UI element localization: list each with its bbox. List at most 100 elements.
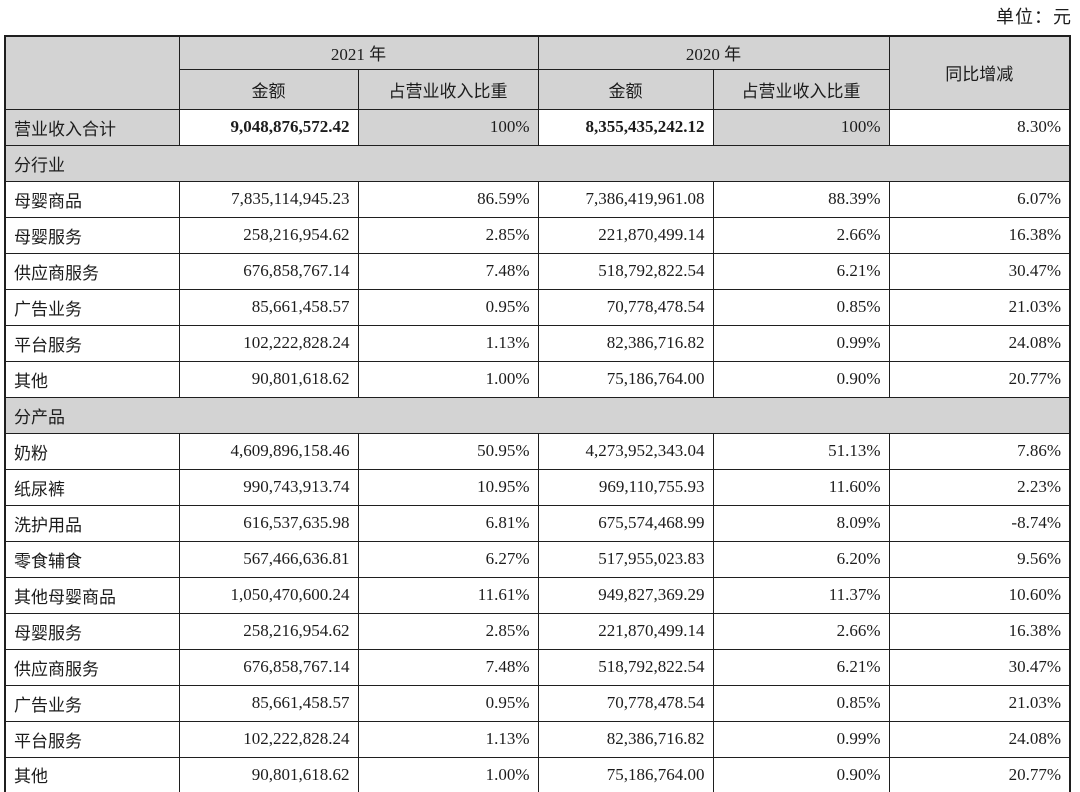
table-header: 2021 年 2020 年 同比增减 金额 占营业收入比重 金额 占营业收入比重 bbox=[4, 35, 1071, 110]
section-row: 分行业 bbox=[4, 144, 1071, 182]
row-label-cell: 奶粉 bbox=[4, 432, 180, 470]
table-row: 平台服务 102,222,828.24 1.13% 82,386,716.82 0.99… bbox=[4, 324, 1071, 362]
amount-2020-cell: 518,792,822.54 bbox=[537, 252, 714, 290]
unit-label: 单位：元 bbox=[996, 7, 1072, 27]
yoy-cell: 20.77% bbox=[888, 360, 1071, 398]
table-row: 纸尿裤 990,743,913.74 10.95% 969,110,755.93 11.… bbox=[4, 468, 1071, 506]
share-2020-cell: 11.60% bbox=[712, 468, 890, 506]
amount-2021-cell: 4,609,896,158.46 bbox=[178, 432, 359, 470]
header-amount-2021: 金额 bbox=[178, 68, 359, 110]
table-row: 广告业务 85,661,458.57 0.95% 70,778,478.54 0.85%… bbox=[4, 684, 1071, 722]
amount-2020-cell: 949,827,369.29 bbox=[537, 576, 714, 614]
share-2021-cell: 86.59% bbox=[357, 180, 539, 218]
yoy-cell: 7.86% bbox=[888, 432, 1071, 470]
revenue-breakdown-table: 2021 年 2020 年 同比增减 金额 占营业收入比重 金额 占营业收入比重… bbox=[4, 35, 1071, 792]
amount-2020-cell: 675,574,468.99 bbox=[537, 504, 714, 542]
share-2020-cell: 6.21% bbox=[712, 648, 890, 686]
row-label-cell: 其他 bbox=[4, 360, 180, 398]
header-row-years: 2021 年 2020 年 同比增减 bbox=[4, 35, 1071, 110]
row-label-cell: 供应商服务 bbox=[4, 252, 180, 290]
row-label-cell: 平台服务 bbox=[4, 720, 180, 758]
row-label-cell: 母婴服务 bbox=[4, 216, 180, 254]
share-2021-cell: 1.00% bbox=[357, 360, 539, 398]
amount-2020-cell: 4,273,952,343.04 bbox=[537, 432, 714, 470]
share-2021-cell: 2.85% bbox=[357, 612, 539, 650]
share-2020-cell: 0.90% bbox=[712, 756, 890, 792]
amount-2020-cell: 969,110,755.93 bbox=[537, 468, 714, 506]
yoy-cell: 16.38% bbox=[888, 216, 1071, 254]
amount-2020-cell: 70,778,478.54 bbox=[537, 684, 714, 722]
share-2020-cell: 11.37% bbox=[712, 576, 890, 614]
header-amount-2020: 金额 bbox=[537, 68, 714, 110]
yoy-cell: 9.56% bbox=[888, 540, 1071, 578]
share-2020-cell: 0.99% bbox=[712, 720, 890, 758]
amount-2020-cell: 518,792,822.54 bbox=[537, 648, 714, 686]
amount-2021-cell: 85,661,458.57 bbox=[178, 684, 359, 722]
share-2021-cell: 100% bbox=[357, 108, 539, 146]
amount-2021-cell: 616,537,635.98 bbox=[178, 504, 359, 542]
share-2021-cell: 50.95% bbox=[357, 432, 539, 470]
amount-2021-cell: 1,050,470,600.24 bbox=[178, 576, 359, 614]
row-label-cell: 平台服务 bbox=[4, 324, 180, 362]
amount-2021-cell: 676,858,767.14 bbox=[178, 648, 359, 686]
table-row: 洗护用品 616,537,635.98 6.81% 675,574,468.99 8.0… bbox=[4, 504, 1071, 542]
share-2021-cell: 6.27% bbox=[357, 540, 539, 578]
section-label: 分产品 bbox=[4, 396, 1071, 434]
amount-2020-cell: 517,955,023.83 bbox=[537, 540, 714, 578]
table-row: 供应商服务 676,858,767.14 7.48% 518,792,822.54 6.… bbox=[4, 648, 1071, 686]
share-2021-cell: 10.95% bbox=[357, 468, 539, 506]
amount-2021-cell: 90,801,618.62 bbox=[178, 360, 359, 398]
share-2021-cell: 1.13% bbox=[357, 324, 539, 362]
table-row: 其他 90,801,618.62 1.00% 75,186,764.00 0.90% 20… bbox=[4, 360, 1071, 398]
section-row: 分产品 bbox=[4, 396, 1071, 434]
table-row: 平台服务 102,222,828.24 1.13% 82,386,716.82 0.99… bbox=[4, 720, 1071, 758]
share-2020-cell: 6.21% bbox=[712, 252, 890, 290]
yoy-cell: 21.03% bbox=[888, 288, 1071, 326]
table-row: 供应商服务 676,858,767.14 7.48% 518,792,822.54 6.… bbox=[4, 252, 1071, 290]
share-2021-cell: 6.81% bbox=[357, 504, 539, 542]
header-yoy: 同比增减 bbox=[888, 35, 1071, 110]
row-label-cell: 其他 bbox=[4, 756, 180, 792]
yoy-cell: -8.74% bbox=[888, 504, 1071, 542]
share-2020-cell: 0.85% bbox=[712, 288, 890, 326]
row-label-cell: 母婴商品 bbox=[4, 180, 180, 218]
amount-2021-cell: 90,801,618.62 bbox=[178, 756, 359, 792]
amount-2020-cell: 82,386,716.82 bbox=[537, 720, 714, 758]
table-body: 营业收入合计 9,048,876,572.42 100% 8,355,435,242.… bbox=[4, 108, 1071, 792]
header-blank-cell bbox=[4, 35, 180, 110]
yoy-cell: 24.08% bbox=[888, 720, 1071, 758]
row-label-cell: 供应商服务 bbox=[4, 648, 180, 686]
yoy-cell: 10.60% bbox=[888, 576, 1071, 614]
table-row: 母婴服务 258,216,954.62 2.85% 221,870,499.14 2.6… bbox=[4, 612, 1071, 650]
row-label-cell: 广告业务 bbox=[4, 288, 180, 326]
share-2020-cell: 2.66% bbox=[712, 612, 890, 650]
amount-2021-cell: 567,466,636.81 bbox=[178, 540, 359, 578]
yoy-cell: 24.08% bbox=[888, 324, 1071, 362]
amount-2021-cell: 258,216,954.62 bbox=[178, 216, 359, 254]
share-2020-cell: 100% bbox=[712, 108, 890, 146]
share-2021-cell: 1.00% bbox=[357, 756, 539, 792]
row-label-cell: 纸尿裤 bbox=[4, 468, 180, 506]
yoy-cell: 30.47% bbox=[888, 252, 1071, 290]
yoy-cell: 21.03% bbox=[888, 684, 1071, 722]
table-row: 其他 90,801,618.62 1.00% 75,186,764.00 0.90% 20… bbox=[4, 756, 1071, 792]
row-label-cell: 营业收入合计 bbox=[4, 108, 180, 146]
share-2020-cell: 2.66% bbox=[712, 216, 890, 254]
table-row: 广告业务 85,661,458.57 0.95% 70,778,478.54 0.85%… bbox=[4, 288, 1071, 326]
share-2021-cell: 0.95% bbox=[357, 684, 539, 722]
amount-2020-cell: 221,870,499.14 bbox=[537, 612, 714, 650]
amount-2020-cell: 8,355,435,242.12 bbox=[537, 108, 714, 146]
share-2020-cell: 88.39% bbox=[712, 180, 890, 218]
row-label-cell: 洗护用品 bbox=[4, 504, 180, 542]
amount-2020-cell: 7,386,419,961.08 bbox=[537, 180, 714, 218]
table-row: 营业收入合计 9,048,876,572.42 100% 8,355,435,242.… bbox=[4, 108, 1071, 146]
amount-2021-cell: 102,222,828.24 bbox=[178, 324, 359, 362]
yoy-cell: 16.38% bbox=[888, 612, 1071, 650]
row-label-cell: 广告业务 bbox=[4, 684, 180, 722]
row-label-cell: 零食辅食 bbox=[4, 540, 180, 578]
share-2020-cell: 6.20% bbox=[712, 540, 890, 578]
row-label-cell: 母婴服务 bbox=[4, 612, 180, 650]
share-2020-cell: 0.90% bbox=[712, 360, 890, 398]
share-2021-cell: 2.85% bbox=[357, 216, 539, 254]
